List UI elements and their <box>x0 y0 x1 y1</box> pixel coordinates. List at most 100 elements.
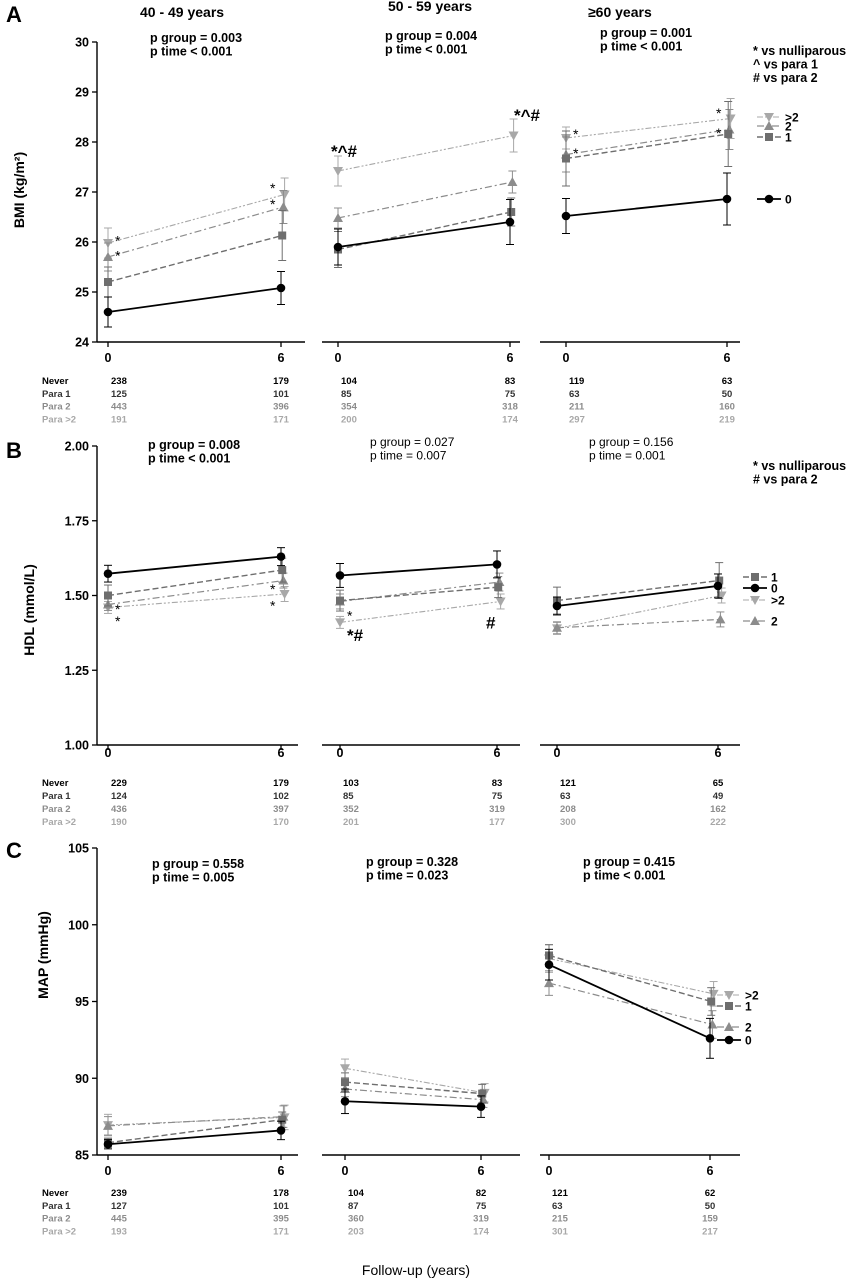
p-value-text: p time < 0.001 <box>583 869 665 883</box>
data-point-para1 <box>341 1078 349 1087</box>
series-line-para1 <box>556 579 720 602</box>
n-count: 239 <box>111 1188 127 1199</box>
n-count: 121 <box>552 1188 569 1199</box>
y-tick-label: 27 <box>75 186 89 200</box>
data-point-para_gt2 <box>708 989 719 999</box>
n-count: 179 <box>273 778 289 789</box>
n-count: 65 <box>713 778 724 789</box>
p-value-text: p time = 0.007 <box>370 449 447 463</box>
data-point-para1 <box>278 566 287 575</box>
legend-marker-never <box>750 583 760 593</box>
data-point-never <box>476 1102 486 1111</box>
n-count: 63 <box>569 389 580 400</box>
n-count: 85 <box>341 389 352 400</box>
n-count: 397 <box>273 804 289 815</box>
data-point-para2 <box>103 252 113 261</box>
n-count: 125 <box>111 389 128 400</box>
n-count: 445 <box>111 1214 128 1225</box>
n-count: 102 <box>273 791 289 802</box>
n-row-label: Para 2 <box>42 402 71 413</box>
n-count: 191 <box>111 414 128 425</box>
data-point-never <box>552 601 562 611</box>
p-value-text: p time < 0.001 <box>148 452 230 466</box>
x-tick-label: 0 <box>105 351 112 365</box>
series-line-para_gt2 <box>556 594 722 629</box>
n-count: 297 <box>569 414 585 425</box>
legend-marker-para2 <box>724 1022 734 1031</box>
n-count: 160 <box>719 402 735 413</box>
panel-letter: B <box>6 438 22 463</box>
n-count: 177 <box>489 817 505 828</box>
legend-label: >2 <box>785 111 799 125</box>
series-line-para2 <box>339 581 500 603</box>
panel-B: B HDL (mmol/L) 1.00 1.25 1.50 1.75 2.00 * vs nu… <box>6 435 846 828</box>
p-value-text: p group = 0.558 <box>152 857 244 871</box>
data-point-para1 <box>104 278 112 286</box>
panel-letter: C <box>6 838 22 863</box>
data-point-never <box>103 1139 113 1149</box>
n-count: 319 <box>473 1214 489 1225</box>
legend-label: 0 <box>745 1034 752 1048</box>
legend-marker-para1 <box>725 1002 733 1010</box>
n-count: 436 <box>111 804 127 815</box>
n-count: 162 <box>710 804 726 815</box>
data-point-never <box>276 1126 286 1135</box>
data-point-never <box>333 242 343 252</box>
p-value-text: p group = 0.027 <box>370 435 455 449</box>
significance-mark: * <box>115 248 121 264</box>
series-line-para1 <box>107 234 283 283</box>
x-tick-label: 0 <box>105 1164 112 1178</box>
data-point-never <box>561 211 571 221</box>
data-point-para2 <box>552 622 562 632</box>
n-count: 159 <box>702 1214 718 1225</box>
series-line-never <box>339 563 498 577</box>
legend-marker-para_gt2 <box>750 596 760 605</box>
data-point-para_gt2 <box>279 190 290 200</box>
data-point-para1 <box>707 997 716 1006</box>
p-value-text: p time < 0.001 <box>150 45 232 59</box>
n-count: 85 <box>343 791 354 802</box>
significance-mark: * <box>573 126 579 142</box>
p-value-text: p group = 0.004 <box>385 29 477 43</box>
data-point-para1 <box>336 596 344 605</box>
significance-legend-item: * vs nulliparous <box>753 459 846 473</box>
data-point-para2 <box>507 177 518 186</box>
n-count: 395 <box>273 1214 290 1225</box>
y-axis-label: BMI (kg/m²) <box>11 152 27 228</box>
series-line-para_gt2 <box>565 117 731 139</box>
age-group-title: 40 - 49 years <box>140 4 224 20</box>
data-point-para_gt2 <box>335 618 345 628</box>
n-row-label: Para 2 <box>42 1214 71 1225</box>
x-tick-label: 0 <box>554 746 561 760</box>
y-tick-label: 2.00 <box>65 440 89 454</box>
n-count: 352 <box>343 804 359 815</box>
series-line-para1 <box>344 1081 483 1095</box>
n-row-label: Para 1 <box>42 1201 71 1212</box>
n-count: 193 <box>111 1226 127 1237</box>
legend-marker-never <box>764 194 774 204</box>
y-tick-label: 85 <box>75 1149 89 1163</box>
p-value-text: p time = 0.001 <box>589 449 666 463</box>
series-line-para2 <box>107 579 284 606</box>
y-tick-label: 95 <box>75 995 89 1009</box>
series-line-para2 <box>337 181 513 219</box>
legend-label: 1 <box>745 1000 752 1014</box>
data-point-para2 <box>278 202 289 211</box>
n-count: 215 <box>552 1214 569 1225</box>
panel-letter: A <box>6 2 22 27</box>
x-tick-label: 0 <box>105 746 112 760</box>
n-count: 63 <box>722 376 733 387</box>
n-count: 190 <box>111 817 127 828</box>
legend-label: 0 <box>785 193 792 207</box>
n-count: 50 <box>705 1201 716 1212</box>
significance-mark: *# <box>347 626 364 645</box>
x-tick-label: 6 <box>278 1164 285 1178</box>
significance-mark: * <box>270 196 276 212</box>
n-row-label: Para >2 <box>42 414 76 425</box>
significance-mark: * <box>115 613 121 629</box>
